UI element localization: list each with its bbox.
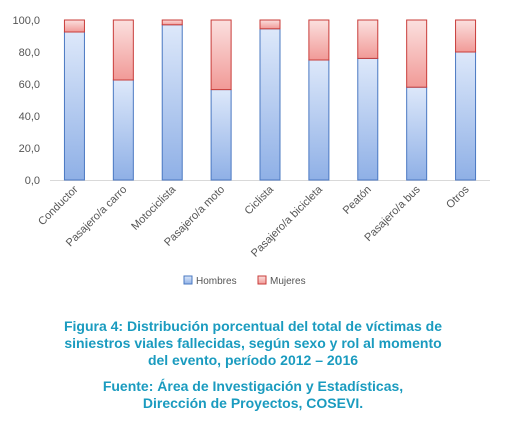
figure-caption: Figura 4: Distribución porcentual del to…: [0, 318, 506, 369]
y-tick-label: 40,0: [19, 111, 40, 123]
source-line: Dirección de Proyectos, COSEVI.: [142, 395, 364, 411]
legend-label-hombres: Hombres: [196, 276, 237, 287]
bar-mujeres-2: [112, 19, 134, 81]
bar-mujeres-3: [161, 19, 183, 26]
x-tick-label: Otros: [444, 183, 472, 211]
source-line: Fuente: Área de Investigación y Estadíst…: [102, 378, 404, 394]
bar-hombres-7: [357, 57, 379, 181]
y-tick-label: 20,0: [19, 143, 40, 155]
x-tick-label: Conductor: [36, 183, 81, 228]
bar-mujeres-5: [259, 19, 281, 30]
y-tick-label: 100,0: [12, 15, 40, 27]
bar-hombres-4: [210, 89, 232, 181]
bar-hombres-6: [308, 59, 330, 181]
x-tick-label: Motociclista: [129, 183, 179, 233]
bar-mujeres-4: [210, 19, 232, 91]
legend-label-mujeres: Mujeres: [270, 276, 306, 287]
bar-mujeres-8: [406, 19, 428, 88]
bar-hombres-8: [406, 86, 428, 181]
figure-source: Fuente: Área de Investigación y Estadíst…: [0, 378, 506, 412]
bar-hombres-1: [63, 31, 85, 181]
bar-mujeres-1: [63, 19, 85, 33]
caption-line: Figura 4: Distribución porcentual del to…: [63, 318, 443, 334]
x-tick-label: Ciclista: [243, 183, 277, 217]
caption-line: siniestros viales fallecidas, según sexo…: [64, 335, 442, 351]
legend-swatch-hombres: [183, 275, 193, 285]
y-tick-label: 0,0: [25, 175, 40, 187]
y-tick-label: 60,0: [19, 79, 40, 91]
caption-line: del evento, período 2012 – 2016: [147, 352, 359, 368]
bar-mujeres-9: [455, 19, 477, 53]
x-tick-label: Peatón: [341, 184, 374, 217]
legend-swatch-mujeres: [257, 275, 267, 285]
stacked-bar-chart: 0,0 20,0 40,0 60,0 80,0 100,0 ConductorPasaje…: [12, 15, 490, 287]
bar-mujeres-7: [357, 19, 379, 59]
bars-group: [63, 19, 477, 181]
bar-mujeres-6: [308, 19, 330, 61]
bar-hombres-5: [259, 28, 281, 181]
y-tick-label: 80,0: [19, 47, 40, 59]
bar-hombres-3: [161, 24, 183, 181]
bar-hombres-2: [112, 79, 134, 181]
bar-hombres-9: [455, 51, 477, 181]
legend: Hombres Mujeres: [183, 275, 306, 287]
